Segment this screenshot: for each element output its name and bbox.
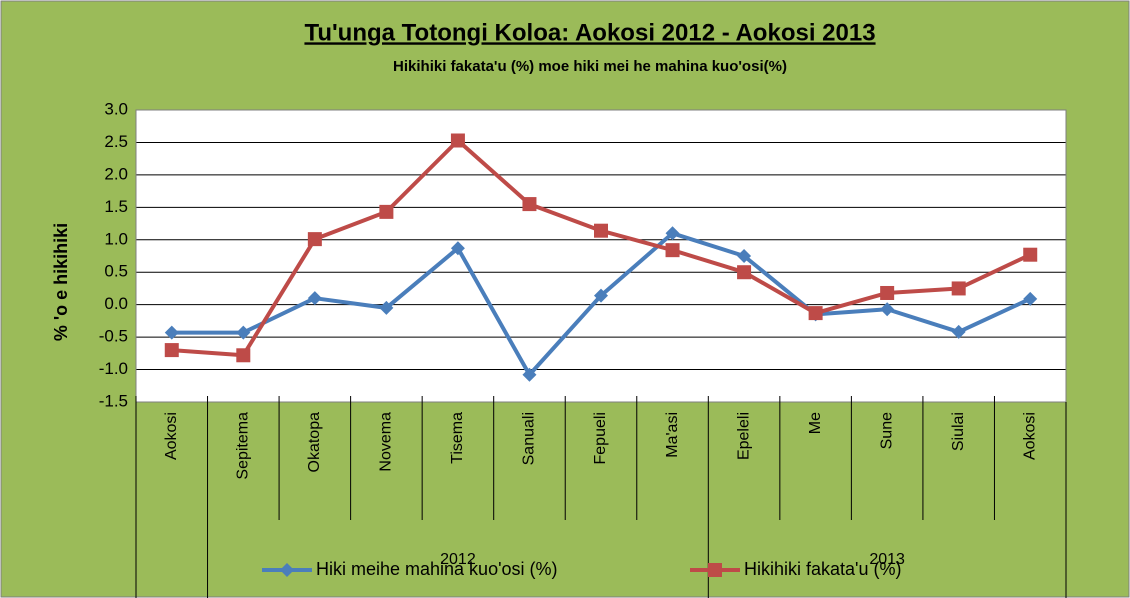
x-tick-label: Sanuali bbox=[521, 412, 538, 465]
marker bbox=[1023, 291, 1038, 306]
marker bbox=[164, 343, 179, 358]
group-label: 2013 bbox=[869, 551, 905, 568]
marker bbox=[951, 281, 966, 296]
chart-subtitle: Hikihiki fakata'u (%) moe hiki mei he ma… bbox=[393, 58, 787, 75]
marker bbox=[450, 133, 465, 148]
marker bbox=[594, 288, 608, 303]
x-tick-label: Epeleli bbox=[735, 412, 752, 460]
y-tick-label: 2.0 bbox=[104, 164, 128, 183]
chart-title: Tu'unga Totongi Koloa: Aokosi 2012 - Aok… bbox=[304, 19, 875, 46]
marker bbox=[951, 324, 966, 339]
marker bbox=[522, 367, 537, 382]
marker bbox=[307, 291, 322, 306]
x-tick-label: Me bbox=[807, 412, 824, 434]
marker bbox=[522, 197, 537, 212]
marker bbox=[379, 204, 394, 219]
marker bbox=[880, 285, 895, 300]
marker bbox=[379, 300, 394, 315]
marker bbox=[665, 226, 680, 241]
x-tick-label: Sepitema bbox=[235, 412, 252, 480]
x-tick-label: Novema bbox=[378, 412, 395, 472]
x-tick-label: Aokosi bbox=[1021, 412, 1038, 460]
y-tick-label: -1.5 bbox=[99, 391, 128, 410]
marker bbox=[236, 325, 251, 340]
x-tick-label: Tisema bbox=[449, 412, 466, 464]
y-tick-label: 2.5 bbox=[104, 132, 128, 151]
marker bbox=[594, 223, 608, 238]
marker bbox=[1023, 247, 1038, 262]
marker bbox=[665, 243, 680, 258]
legend-marker bbox=[280, 563, 294, 577]
marker bbox=[737, 265, 752, 280]
y-tick-label: 3.0 bbox=[104, 99, 128, 118]
x-tick-label: Sune bbox=[878, 412, 895, 449]
x-tick-label: Okatopa bbox=[306, 412, 323, 473]
plot-border bbox=[135, 109, 1067, 403]
marker bbox=[450, 241, 465, 256]
marker bbox=[808, 306, 823, 321]
x-tick-label: Fepueli bbox=[592, 412, 609, 464]
y-tick-label: -1.0 bbox=[99, 359, 128, 378]
y-tick-label: 0.0 bbox=[104, 294, 128, 313]
marker bbox=[307, 232, 322, 247]
y-tick-label: 1.5 bbox=[104, 197, 128, 216]
marker bbox=[236, 348, 251, 363]
x-tick-label: Ma'asi bbox=[664, 412, 681, 458]
group-label: 2012 bbox=[440, 551, 476, 568]
y-tick-label: 1.0 bbox=[104, 229, 128, 248]
y-tick-label: 0.5 bbox=[104, 262, 128, 281]
legend-label: Hikihiki fakata'u (%) bbox=[744, 559, 901, 579]
marker bbox=[164, 325, 179, 340]
marker bbox=[880, 302, 895, 317]
y-tick-label: -0.5 bbox=[99, 327, 128, 346]
plot-area bbox=[136, 110, 1066, 402]
legend-marker bbox=[708, 563, 722, 577]
legend-label: Hiki meihe mahina kuo'osi (%) bbox=[316, 559, 558, 579]
y-axis-label: % 'o e hikihiki bbox=[51, 223, 71, 341]
marker bbox=[737, 249, 752, 263]
x-tick-label: Siulai bbox=[950, 412, 967, 451]
x-tick-label: Aokosi bbox=[163, 412, 180, 460]
